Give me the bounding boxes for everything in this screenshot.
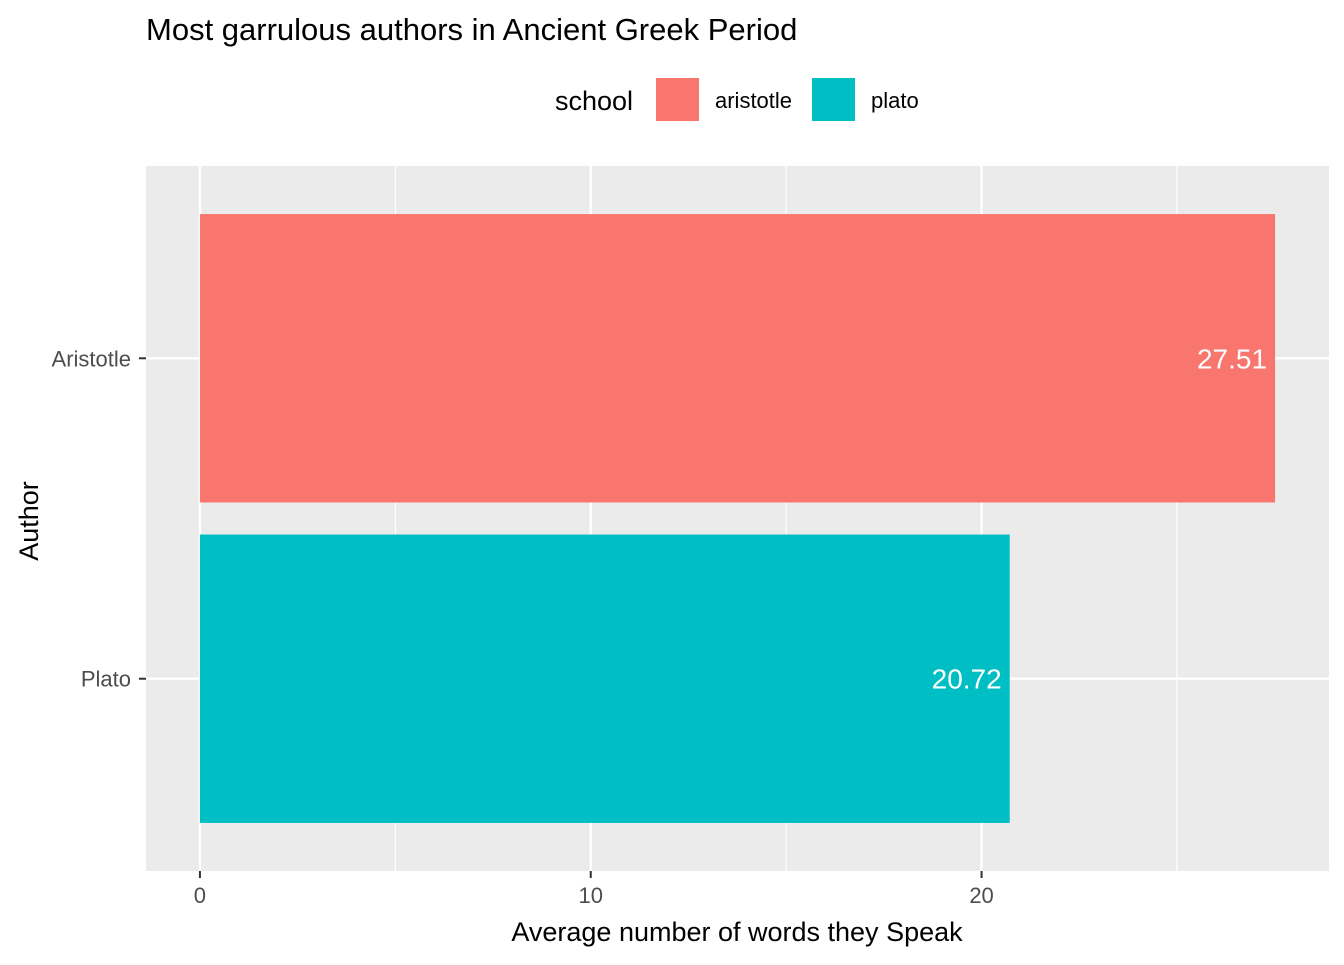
bar-aristotle xyxy=(199,214,1276,503)
x-axis-title: Average number of words they Speak xyxy=(511,917,963,947)
legend-key-plato xyxy=(812,78,855,121)
x-tick-label: 20 xyxy=(969,883,993,908)
bars xyxy=(199,214,1276,823)
chart-title: Most garrulous authors in Ancient Greek … xyxy=(146,12,797,47)
bar-plato xyxy=(199,534,1010,823)
data-label-plato: 20.72 xyxy=(932,664,1002,695)
y-tick-label: Plato xyxy=(81,667,131,692)
x-tick-label: 10 xyxy=(579,883,603,908)
x-axis: 0 10 20 xyxy=(194,871,994,908)
legend: school aristotle plato xyxy=(555,78,919,121)
x-tick-label: 0 xyxy=(194,883,206,908)
data-labels: 27.51 20.72 xyxy=(932,343,1267,694)
legend-label-aristotle: aristotle xyxy=(715,88,792,113)
data-label-aristotle: 27.51 xyxy=(1197,343,1267,374)
legend-label-plato: plato xyxy=(871,88,919,113)
y-axis: Aristotle Plato xyxy=(52,346,146,692)
legend-key-aristotle xyxy=(656,78,699,121)
y-axis-title: Author xyxy=(14,481,44,561)
y-tick-label: Aristotle xyxy=(52,346,131,371)
legend-title: school xyxy=(555,86,633,116)
